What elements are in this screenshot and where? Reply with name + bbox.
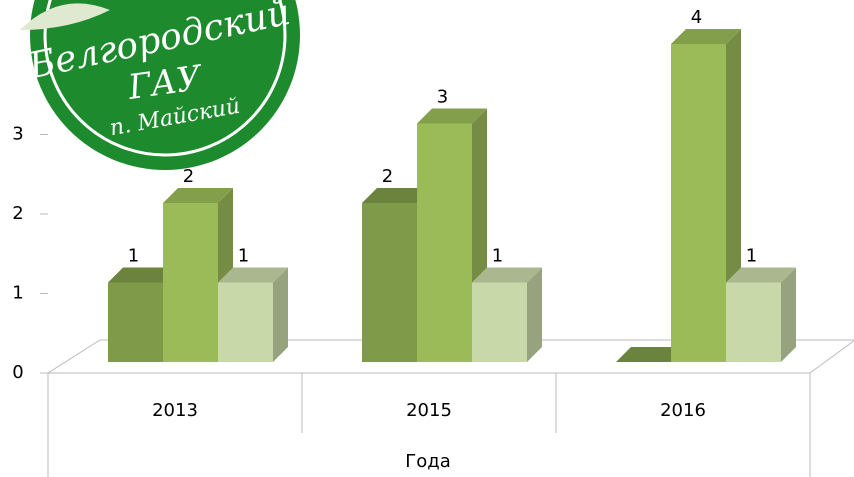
bar-top bbox=[472, 267, 542, 283]
data-label: 1 bbox=[238, 246, 249, 267]
logo-leaf bbox=[20, 3, 110, 30]
data-label: 1 bbox=[128, 246, 139, 267]
bar bbox=[726, 267, 796, 362]
data-label: 2 bbox=[382, 166, 393, 187]
y-tick-label: 2 bbox=[12, 203, 23, 224]
bar-front bbox=[417, 123, 472, 362]
bar-front bbox=[671, 44, 726, 362]
bar-top bbox=[163, 188, 233, 203]
x-tick-label: 2013 bbox=[152, 400, 198, 421]
logo-circle bbox=[30, 0, 300, 170]
logo: Белгородский ГАУ п. Майский bbox=[20, 0, 300, 170]
bar-front bbox=[163, 203, 218, 362]
y-tick-label: 1 bbox=[12, 283, 23, 304]
data-label: 1 bbox=[492, 246, 503, 267]
bar-front bbox=[472, 282, 527, 362]
bar bbox=[616, 347, 686, 362]
bar-top bbox=[417, 108, 487, 124]
bar-top bbox=[616, 347, 686, 362]
bar-front bbox=[218, 282, 273, 362]
x-axis-title: Года bbox=[405, 451, 450, 472]
logo-ring bbox=[43, 0, 287, 157]
bar-top bbox=[218, 267, 288, 283]
x-tick-label: 2016 bbox=[660, 400, 706, 421]
bar-side bbox=[781, 267, 796, 362]
x-tick-label: 2015 bbox=[406, 400, 452, 421]
data-label: 4 bbox=[691, 7, 702, 28]
bar-front bbox=[108, 282, 163, 362]
bar-top bbox=[108, 267, 178, 283]
bar-top bbox=[726, 267, 796, 283]
bar-side bbox=[273, 267, 288, 362]
data-label: 1 bbox=[746, 246, 757, 267]
plot-area: 0 1 2 3 2013 1 2 1 2015 2 3 1 2016 4 1 bbox=[12, 7, 854, 477]
bar-front bbox=[726, 282, 781, 362]
y-tick-label: 3 bbox=[12, 124, 23, 145]
data-label: 2 bbox=[183, 166, 194, 187]
bar-front bbox=[362, 203, 417, 362]
bar-side bbox=[527, 267, 542, 362]
data-label: 3 bbox=[437, 87, 448, 108]
bar bbox=[218, 267, 288, 362]
bar-top bbox=[362, 188, 432, 203]
bar bbox=[417, 108, 487, 362]
bar-top bbox=[671, 29, 741, 44]
bar bbox=[472, 267, 542, 362]
y-tick-label: 0 bbox=[12, 362, 23, 383]
